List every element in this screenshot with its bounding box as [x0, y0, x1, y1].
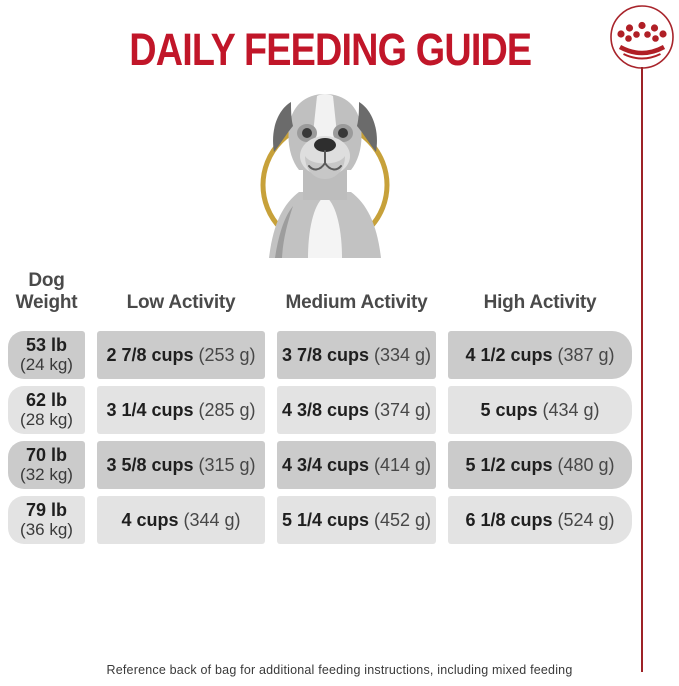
royal-canin-crown-icon [608, 3, 676, 76]
cups-value: 2 7/8 cups [106, 344, 194, 365]
weight-lb: 70 lb [25, 444, 68, 465]
weight-lb: 53 lb [25, 334, 68, 355]
grams-value: (452 g) [374, 509, 432, 530]
col-header-medium-activity: Medium Activity [285, 292, 428, 314]
high-activity-cell: 5 cups (434 g) [448, 386, 632, 434]
weight-lb: 62 lb [25, 389, 68, 410]
cups-value: 3 1/4 cups [106, 399, 194, 420]
grams-value: (344 g) [183, 509, 241, 530]
grams-value: (285 g) [198, 399, 256, 420]
medium-activity-cell: 4 3/4 cups (414 g) [277, 441, 436, 489]
medium-activity-cell: 3 7/8 cups (334 g) [277, 331, 436, 379]
high-activity-cell: 4 1/2 cups (387 g) [448, 331, 632, 379]
weight-kg: (28 kg) [20, 409, 73, 429]
low-activity-cell: 4 cups (344 g) [97, 496, 265, 544]
col-header-high-activity: High Activity [483, 292, 597, 314]
crown-icon-svg [610, 5, 674, 69]
low-activity-cell: 3 5/8 cups (315 g) [97, 441, 265, 489]
weight-cell: 62 lb (28 kg) [8, 386, 85, 434]
dog-photo [221, 86, 431, 258]
grams-value: (374 g) [374, 399, 432, 420]
boxer-dog-illustration [260, 94, 390, 258]
cups-value: 4 cups [121, 509, 179, 530]
weight-cell: 79 lb (36 kg) [8, 496, 85, 544]
low-activity-cell: 2 7/8 cups (253 g) [97, 331, 265, 379]
medium-activity-cell: 5 1/4 cups (452 g) [277, 496, 436, 544]
weight-cell: 70 lb (32 kg) [8, 441, 85, 489]
medium-activity-cell: 4 3/8 cups (374 g) [277, 386, 436, 434]
weight-kg: (32 kg) [20, 464, 73, 484]
grams-value: (253 g) [198, 344, 256, 365]
weight-kg: (24 kg) [20, 354, 73, 374]
grams-value: (434 g) [542, 399, 600, 420]
col-header-low-activity: Low Activity [126, 292, 236, 314]
page-title: DAILY FEEDING GUIDE [128, 24, 532, 75]
grams-value: (524 g) [557, 509, 615, 530]
cups-value: 3 7/8 cups [281, 344, 369, 365]
weight-kg: (36 kg) [20, 519, 73, 539]
feeding-table: Dog Weight Low Activity Medium Activity … [8, 260, 632, 544]
cups-value: 5 cups [480, 399, 538, 420]
grams-value: (315 g) [198, 454, 256, 475]
grams-value: (387 g) [557, 344, 615, 365]
grams-value: (334 g) [374, 344, 432, 365]
weight-lb: 79 lb [25, 499, 68, 520]
high-activity-cell: 6 1/8 cups (524 g) [448, 496, 632, 544]
footer-note: Reference back of bag for additional fee… [106, 663, 573, 677]
page-title-wrap: DAILY FEEDING GUIDE [0, 24, 660, 76]
cups-value: 4 3/8 cups [281, 399, 369, 420]
cups-value: 3 5/8 cups [106, 454, 194, 475]
cups-value: 6 1/8 cups [465, 509, 553, 530]
grams-value: (414 g) [374, 454, 432, 475]
grams-value: (480 g) [557, 454, 615, 475]
weight-cell: 53 lb (24 kg) [8, 331, 85, 379]
cups-value: 4 3/4 cups [281, 454, 369, 475]
cups-value: 5 1/4 cups [281, 509, 369, 530]
low-activity-cell: 3 1/4 cups (285 g) [97, 386, 265, 434]
cups-value: 5 1/2 cups [465, 454, 553, 475]
high-activity-cell: 5 1/2 cups (480 g) [448, 441, 632, 489]
cups-value: 4 1/2 cups [465, 344, 553, 365]
vertical-divider-line [641, 67, 643, 672]
col-header-dog-weight: Dog Weight [15, 270, 78, 314]
